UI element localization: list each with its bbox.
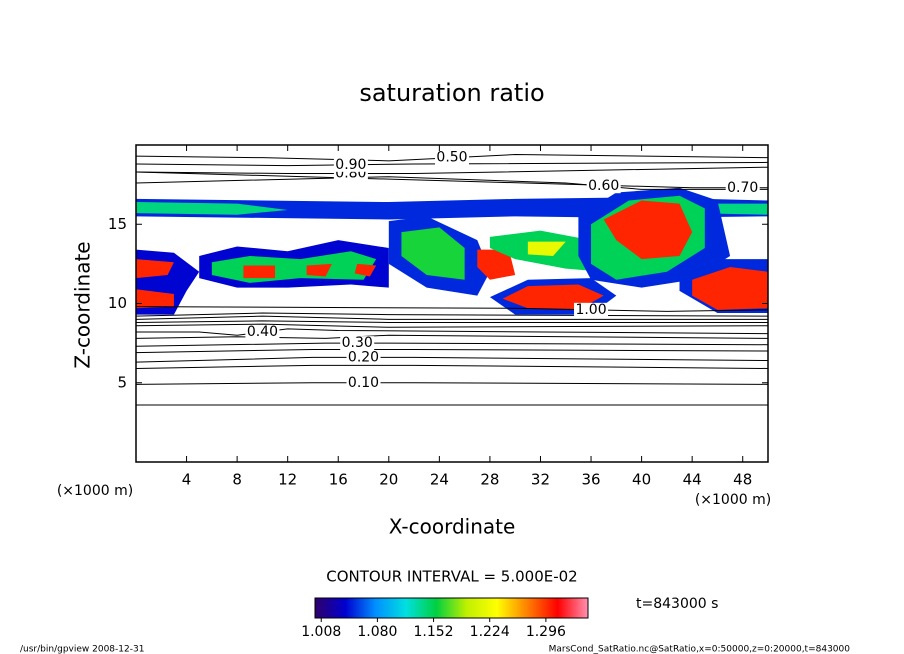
x-tick-label: 24 [430,471,449,489]
contour-line [136,323,768,328]
y-tick-label: 15 [108,215,127,233]
x-tick-label: 8 [232,471,242,489]
contour-label-bg [725,180,760,195]
x-tick-label: 4 [182,471,192,489]
footer-left: /usr/bin/gpview 2008-12-31 [20,645,144,654]
contour-label: 0.90 [335,157,366,173]
y-tick-label: 5 [117,373,127,391]
contour-line [136,166,768,175]
contour-line [136,382,768,385]
y-unit: (×1000 m) [57,483,133,499]
contour-line [136,342,768,347]
colorbar [314,597,589,619]
contour-line [136,154,768,162]
x-axis-label: X-coordinate [389,515,516,539]
x-tick-label: 36 [581,471,600,489]
shaded-region [136,289,174,309]
x-tick-label: 44 [683,471,702,489]
contour-line [136,356,768,363]
x-tick-label: 16 [329,471,348,489]
contour-label: 0.50 [436,150,467,166]
contour-line [136,315,768,320]
contour-label-bg [333,157,368,172]
shaded-region [136,202,288,215]
plot-area: 0.100.200.300.401.000.500.60 0.700.800.90 [136,150,768,406]
footer-right: MarsCond_SatRatio.nc@SatRatio,x=0:50000,… [549,645,851,654]
contour-label-bg [340,336,375,351]
contour-line [136,364,768,369]
colorbar-tick-label: 1.008 [301,624,341,640]
x-tick-label: 20 [379,471,398,489]
x-tick-label: 12 [278,471,297,489]
x-tick-label: 48 [733,471,752,489]
colorbar-tick-label: 1.296 [526,624,566,640]
contour-label: 0.20 [348,349,379,365]
contour-line [136,328,768,336]
x-unit: (×1000 m) [695,492,771,508]
contour-label: 0.40 [247,324,278,340]
shaded-region [401,227,465,280]
contour-label: 0.30 [342,335,373,351]
y-axis-label: Z-coordinate [71,241,95,368]
y-tick-label: 10 [108,294,127,312]
contour-label-bg [245,325,280,340]
contour-label-bg [346,350,381,365]
shaded-region [306,263,332,277]
shaded-region [354,263,377,277]
x-tick-label: 40 [632,471,651,489]
contour-label: 0.70 [727,180,758,196]
contour-label: 0.60 [588,178,619,194]
contour-line [136,334,768,339]
contour-label-bg [574,302,609,317]
time-label: t=843000 s [636,596,718,612]
shaded-region [243,265,276,279]
shaded-region [136,259,174,279]
contour-label: 1.00 [575,302,606,318]
colorbar-tick-label: 1.080 [357,624,397,640]
chart-title: saturation ratio [359,79,544,107]
x-tick-label: 28 [480,471,499,489]
shaded-region [527,241,566,256]
contour-label-bg [435,150,469,165]
contour-line [136,348,768,354]
contour-line [136,176,768,190]
contour-label-bg [346,375,381,390]
contour-line [136,312,768,317]
contour-label-bg [586,179,621,194]
shaded-region [477,249,516,280]
shaded-region [692,267,768,310]
contour-interval: CONTOUR INTERVAL = 5.000E-02 [326,568,577,586]
contour-line [136,320,768,324]
shaded-region [603,200,693,260]
contour-label: 0.10 [348,375,379,391]
contour-line [136,306,768,312]
colorbar-tick-label: 1.224 [470,624,510,640]
colorbar-tick-label: 1.152 [414,624,454,640]
x-tick-label: 32 [531,471,550,489]
contour-line [136,171,768,189]
